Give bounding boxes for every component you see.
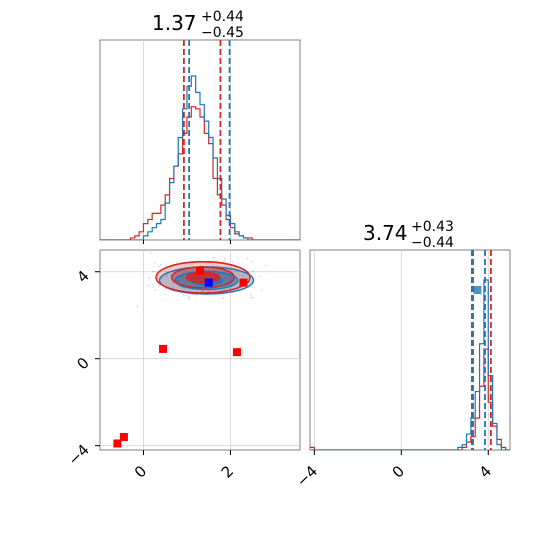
scatter-point-series-b (223, 259, 226, 261)
y-title-lower: −0.44 (411, 235, 454, 251)
scatter-point-series-b (169, 274, 172, 276)
scatter-point-series-b (209, 290, 211, 292)
x-hist-series-a (100, 75, 300, 240)
scatter-point-series-a (183, 287, 186, 290)
scatter-point-series-b (165, 275, 167, 278)
scatter-point-series-b (221, 289, 223, 291)
marker-red-square (159, 344, 168, 353)
y-marginal-x-tick-label: 0 (389, 462, 408, 481)
joint-x-tick-label: 0 (131, 462, 150, 481)
scatter-point-series-a (154, 271, 157, 273)
series-b-contour-outline-3 (155, 261, 251, 294)
scatter-point-series-b (223, 257, 226, 260)
marker-blue-square (204, 278, 213, 287)
scatter-point-series-a (136, 305, 139, 307)
scatter-point-series-b (207, 290, 210, 293)
scatter-point-series-a (249, 282, 252, 284)
joint-y-tick-label: −4 (64, 441, 92, 469)
scatter-point-series-a (147, 284, 150, 287)
y-marginal-panel (309, 249, 511, 451)
scatter-point-series-b (223, 288, 226, 291)
scatter-point-series-b (261, 289, 263, 291)
scatter-point-series-a (148, 276, 151, 279)
scatter-point-series-b (251, 260, 253, 263)
x-marginal-title: 1.37 +0.44 −0.45 (152, 9, 244, 41)
scatter-point-series-b (175, 261, 178, 264)
scatter-point-series-a (182, 293, 185, 296)
scatter-point-series-b (189, 250, 191, 251)
scatter-point-series-b (199, 264, 202, 267)
scatter-point-series-a (184, 294, 187, 297)
joint-y-tick-label: 0 (73, 354, 92, 373)
y-title-upper: +0.43 (411, 219, 454, 235)
scatter-point-series-b (231, 261, 234, 263)
scatter-point-series-a (97, 297, 99, 299)
joint-x-tick-label: 2 (218, 462, 237, 481)
scatter-point-series-a (194, 294, 197, 297)
scatter-point-series-a (158, 285, 160, 287)
scatter-point-series-b (301, 273, 303, 275)
scatter-point-series-a (212, 257, 215, 259)
scatter-point-series-b (149, 251, 152, 254)
x-title-lower: −0.45 (201, 25, 244, 41)
y-marginal-x-tick-label: 4 (476, 462, 495, 481)
scatter-point-series-b (171, 282, 173, 285)
scatter-point-series-a (209, 289, 212, 292)
scatter-point-series-a (152, 270, 154, 273)
y-marginal-marker (473, 286, 482, 294)
scatter-point-series-b (246, 257, 249, 260)
joint-contours (97, 250, 303, 448)
scatter-point-series-a (157, 265, 160, 268)
scatter-point-series-a (172, 282, 175, 284)
scatter-point-series-a (250, 293, 252, 296)
scatter-point-series-a (238, 275, 241, 277)
scatter-point-series-b (259, 275, 262, 278)
scatter-point-series-a (188, 297, 190, 300)
scatter-point-series-b (264, 265, 267, 267)
scatter-point-series-a (166, 274, 168, 277)
scatter-point-series-a (236, 273, 239, 276)
marker-red-square (232, 348, 241, 357)
scatter-point-series-a (252, 270, 254, 273)
scatter-point-series-a (241, 274, 244, 276)
y-marginal-x-tick-label: −4 (293, 462, 321, 490)
scatter-point-series-a (159, 264, 162, 266)
marker-red-square (119, 432, 128, 441)
scatter-point-series-b (171, 286, 174, 289)
scatter-point-series-a (251, 296, 254, 299)
y-title-value: 3.74 (363, 221, 408, 245)
x-marginal-panel (99, 39, 301, 241)
scatter-point-series-a (202, 290, 205, 293)
scatter-point-series-b (234, 267, 236, 270)
scatter-point-series-a (249, 297, 252, 299)
x-marginal-histograms (100, 40, 300, 240)
x-title-value: 1.37 (152, 11, 197, 35)
scatter-point-series-a (250, 280, 253, 283)
y-hist-series-a (310, 279, 510, 450)
scatter-point-series-a (237, 288, 239, 291)
scatter-point-series-b (154, 289, 156, 291)
marker-red-square (113, 439, 122, 448)
y-marginal-histograms (310, 250, 510, 450)
scatter-point-series-a (222, 297, 224, 299)
scatter-point-series-b (154, 262, 156, 264)
marker-red-square (196, 266, 204, 275)
scatter-point-series-a (202, 290, 204, 293)
scatter-point-series-a (188, 296, 190, 298)
x-hist-series-b (100, 106, 300, 240)
marker-red-square (239, 278, 248, 287)
x-title-upper: +0.44 (201, 9, 244, 25)
joint-y-tick-label: 4 (73, 267, 92, 286)
scatter-point-series-b (213, 260, 216, 262)
y-marginal-title: 3.74 +0.43 −0.44 (363, 219, 454, 251)
